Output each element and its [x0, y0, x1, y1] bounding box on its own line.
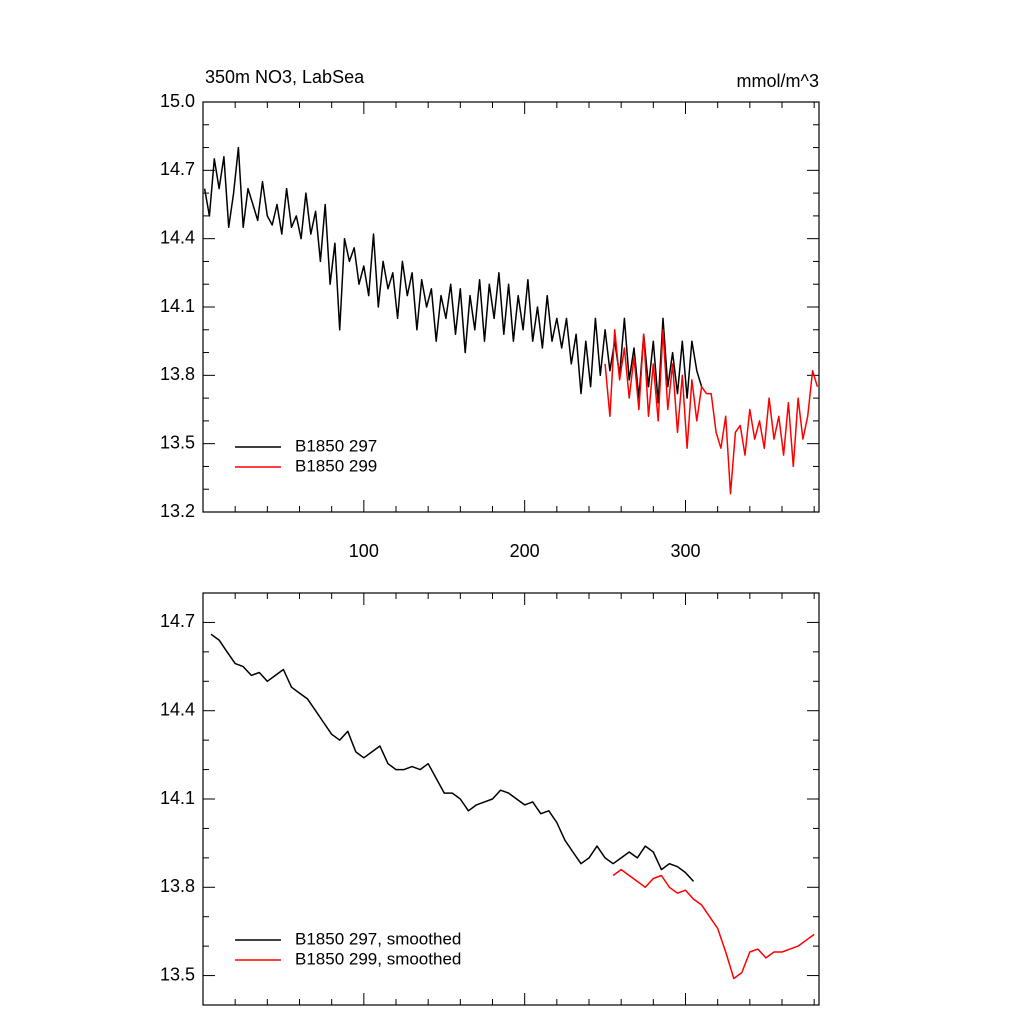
legend-label: B1850 299 — [295, 456, 377, 475]
y-tick-label: 14.1 — [160, 296, 195, 316]
x-tick-label: 300 — [670, 541, 700, 561]
legend-label: B1850 297 — [295, 436, 377, 455]
x-tick-label: 100 — [349, 541, 379, 561]
data-line — [203, 146, 703, 404]
x-tick-label: 200 — [510, 541, 540, 561]
legend-label: B1850 297, smoothed — [295, 929, 461, 948]
y-tick-label: 14.7 — [160, 159, 195, 179]
data-line — [604, 329, 819, 495]
data-line — [210, 633, 695, 882]
y-tick-label: 13.2 — [160, 501, 195, 521]
legend-label: B1850 299, smoothed — [295, 949, 461, 968]
y-tick-label: 13.5 — [160, 432, 195, 452]
data-line — [612, 868, 815, 980]
units-label: mmol/m^3 — [737, 71, 819, 91]
y-tick-label: 14.4 — [160, 227, 195, 247]
y-tick-label: 13.8 — [160, 364, 195, 384]
y-tick-label: 15.0 — [160, 91, 195, 111]
y-tick-label: 14.1 — [160, 788, 195, 808]
y-tick-label: 14.4 — [160, 699, 195, 719]
chart-title: 350m NO3, LabSea — [205, 67, 365, 87]
y-tick-label: 13.8 — [160, 876, 195, 896]
y-tick-label: 14.7 — [160, 611, 195, 631]
y-tick-label: 13.5 — [160, 964, 195, 984]
